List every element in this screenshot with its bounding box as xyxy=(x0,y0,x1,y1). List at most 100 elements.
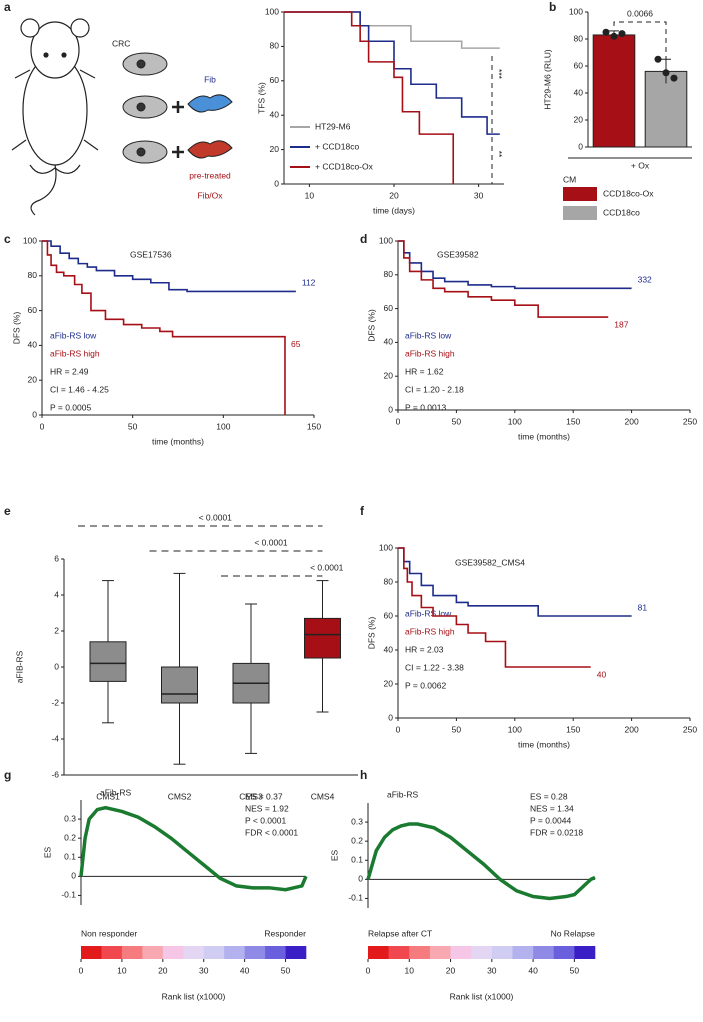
x-tick-label: 30 xyxy=(474,190,484,200)
y-tick-label: 100 xyxy=(569,6,583,16)
x-tick-label: 0 xyxy=(366,965,371,975)
x-tick-label: 100 xyxy=(216,421,230,431)
y-tick-label: 0.2 xyxy=(351,835,363,845)
y-axis-label: ES xyxy=(42,847,52,859)
x-tick-label: 20 xyxy=(446,965,456,975)
y-tick-label: 80 xyxy=(574,33,584,43)
x-tick-label: 50 xyxy=(452,416,462,426)
panel-label: a xyxy=(4,0,11,14)
bar-label: Relapse after CT xyxy=(368,928,432,938)
legend-swatch xyxy=(563,187,597,201)
x-axis-label: time (months) xyxy=(152,436,204,446)
x-tick-label: 150 xyxy=(307,421,321,431)
legend-label: aFib-RS low xyxy=(405,608,452,618)
y-axis-label: HT29-M6 (RLU) xyxy=(542,49,552,110)
y-tick-label: -0.1 xyxy=(61,890,76,900)
y-tick-label: 20 xyxy=(384,678,394,688)
stat-text: NES = 1.34 xyxy=(530,803,574,813)
stat-text: FDR = 0.0218 xyxy=(530,827,583,837)
cells xyxy=(122,52,233,164)
y-tick-label: 0 xyxy=(54,661,59,671)
y-tick-label: 20 xyxy=(574,114,584,124)
legend-label: CCD18co xyxy=(603,207,640,217)
y-tick-label: 80 xyxy=(384,576,394,586)
x-tick-label: CMS3 xyxy=(239,791,263,801)
end-label: 81 xyxy=(638,602,648,612)
x-tick-label: 0 xyxy=(79,965,84,975)
end-label: 332 xyxy=(638,275,652,285)
color-bar xyxy=(224,946,245,959)
color-bar xyxy=(429,946,451,959)
x-tick-label: 40 xyxy=(240,965,250,975)
panel-label: b xyxy=(549,0,556,14)
x-tick-label: 40 xyxy=(528,965,538,975)
chart-title: GSE17536 xyxy=(130,249,172,259)
legend-label: aFib-RS high xyxy=(405,348,455,358)
x-axis-label: Rank list (x1000) xyxy=(450,991,514,1001)
x-tick-label: 30 xyxy=(487,965,497,975)
significance: ** xyxy=(494,151,504,158)
y-tick-label: -4 xyxy=(51,733,59,743)
x-tick-label: CMS4 xyxy=(311,791,335,801)
bar-label: No Relapse xyxy=(551,928,596,938)
y-tick-label: 20 xyxy=(28,374,38,384)
illustration-label: Fib/Ox xyxy=(197,190,223,200)
p-value: < 0.0001 xyxy=(199,512,233,522)
legend-label: + CCD18co xyxy=(315,141,359,151)
box xyxy=(161,666,198,704)
x-tick-label: 250 xyxy=(683,416,697,426)
illustration-label: Fib xyxy=(204,74,216,84)
y-axis-label: DFS (%) xyxy=(366,617,376,650)
y-tick-label: 80 xyxy=(28,270,38,280)
y-tick-label: 60 xyxy=(384,610,394,620)
y-tick-label: 100 xyxy=(265,6,279,16)
bar xyxy=(592,34,636,148)
bracket xyxy=(613,21,667,62)
km-curve xyxy=(284,11,500,49)
y-tick-label: 80 xyxy=(384,269,394,279)
y-tick-label: 0 xyxy=(274,178,279,188)
panel-label: h xyxy=(360,768,367,782)
legend-swatch xyxy=(563,206,597,220)
y-axis-label: aFIB-RS xyxy=(14,650,24,683)
p-value: 0.0066 xyxy=(627,8,653,18)
x-tick-label: 20 xyxy=(158,965,168,975)
x-tick-label: 50 xyxy=(452,724,462,734)
y-tick-label: 4 xyxy=(54,589,59,599)
color-bar xyxy=(491,946,513,959)
stat-text: ES = 0.28 xyxy=(530,791,568,801)
bar-label: Responder xyxy=(264,928,306,938)
x-tick-label: 100 xyxy=(508,724,522,734)
y-tick-label: -0.1 xyxy=(348,893,363,903)
y-tick-label: 0 xyxy=(32,409,37,419)
y-tick-label: 0 xyxy=(71,871,76,881)
stat-text: CI = 1.20 - 2.18 xyxy=(405,384,464,394)
end-label: 187 xyxy=(614,319,628,329)
x-tick-label: CMS1 xyxy=(96,791,120,801)
end-label: 112 xyxy=(302,278,316,288)
color-bar xyxy=(471,946,493,959)
km-curve xyxy=(398,547,632,617)
color-bar xyxy=(244,946,266,959)
x-axis-label: time (months) xyxy=(518,739,570,749)
chart-title: aFib-RS xyxy=(100,787,132,797)
legend-label: CCD18co-Ox xyxy=(603,188,654,198)
y-tick-label: 60 xyxy=(384,303,394,313)
y-axis-label: DFS (%) xyxy=(366,309,376,342)
color-bar xyxy=(512,946,534,959)
panel-label: d xyxy=(360,232,367,246)
x-tick-label: 0 xyxy=(40,421,45,431)
stat-text: HR = 1.62 xyxy=(405,366,444,376)
km-curve xyxy=(398,240,609,318)
legend-label: aFib-RS low xyxy=(50,330,97,340)
y-tick-label: 40 xyxy=(28,340,38,350)
x-tick-label: 200 xyxy=(625,724,639,734)
legend-label: aFib-RS low xyxy=(405,330,452,340)
km-curve xyxy=(42,240,296,293)
chart-title: GSE39582_CMS4 xyxy=(455,557,525,567)
color-bar xyxy=(162,946,184,959)
panel-label: e xyxy=(4,504,11,518)
color-bar xyxy=(533,946,555,959)
color-bar xyxy=(121,946,143,959)
